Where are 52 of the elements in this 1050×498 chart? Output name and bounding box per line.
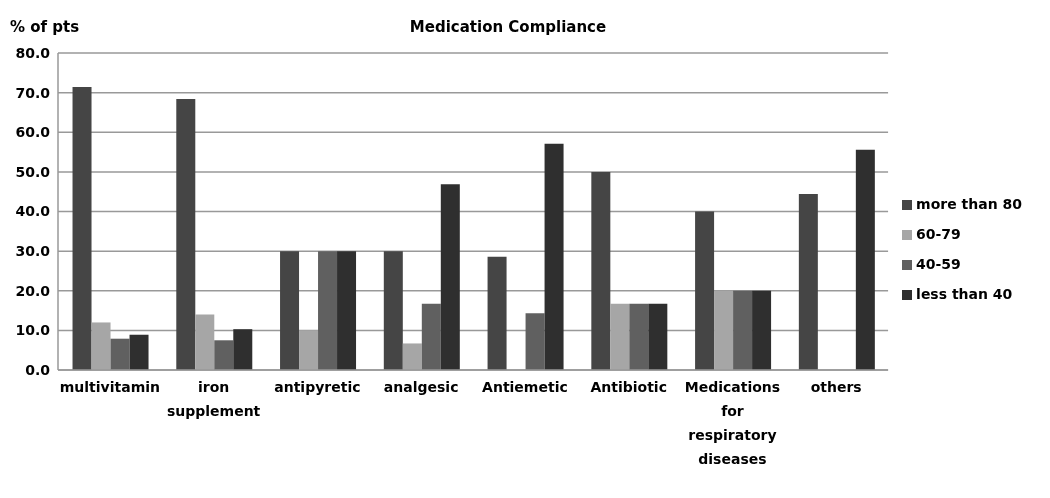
bar <box>610 303 630 370</box>
bar <box>487 256 507 370</box>
bar <box>233 329 253 370</box>
bar <box>648 303 668 370</box>
bar <box>440 184 460 370</box>
x-tick-label: Medications for respiratory diseases <box>684 379 781 467</box>
y-tick-label: 50.0 <box>15 163 51 180</box>
y-tick-label: 0.0 <box>25 361 51 378</box>
bar <box>214 340 234 370</box>
x-tick-label: others <box>810 379 862 395</box>
bar <box>525 313 545 370</box>
bar <box>629 303 649 370</box>
chart-title: Medication Compliance <box>409 18 607 36</box>
bar <box>72 87 92 370</box>
y-tick-label: 10.0 <box>15 322 51 339</box>
x-tick-label: Antibiotic <box>590 379 667 395</box>
bar <box>176 98 196 370</box>
bar <box>798 194 818 370</box>
y-tick-label: 30.0 <box>15 243 51 260</box>
bar <box>337 251 357 370</box>
bar <box>591 171 611 370</box>
legend-label: more than 80 <box>916 196 1022 212</box>
bar <box>91 322 111 370</box>
bar <box>402 343 422 370</box>
bar <box>714 290 734 370</box>
y-tick-label: 60.0 <box>15 124 51 141</box>
bar <box>544 143 564 370</box>
x-tick-label: Antiemetic <box>482 379 568 395</box>
legend-label: less than 40 <box>916 286 1013 302</box>
bar <box>110 338 130 370</box>
bar <box>318 251 338 370</box>
bar <box>855 149 875 370</box>
bar <box>195 314 215 370</box>
bar <box>383 251 403 370</box>
y-axis-title: % of pts <box>10 18 80 36</box>
y-tick-label: 20.0 <box>15 282 51 299</box>
legend-label: 40-59 <box>916 256 961 272</box>
y-tick-label: 40.0 <box>15 203 51 220</box>
bar <box>299 330 319 370</box>
bar <box>421 303 441 370</box>
x-tick-label: iron supplement <box>166 379 261 419</box>
legend-label: 60-79 <box>916 226 961 242</box>
bar <box>695 211 715 370</box>
bar <box>752 290 772 370</box>
y-tick-label: 80.0 <box>15 44 51 61</box>
x-tick-label: multivitamin <box>59 379 161 395</box>
x-tick-label: antipyretic <box>274 379 361 395</box>
bar <box>280 251 300 370</box>
y-tick-label: 70.0 <box>15 84 51 101</box>
bar <box>733 290 753 370</box>
x-tick-label: analgesic <box>383 379 459 395</box>
bar <box>129 334 149 370</box>
